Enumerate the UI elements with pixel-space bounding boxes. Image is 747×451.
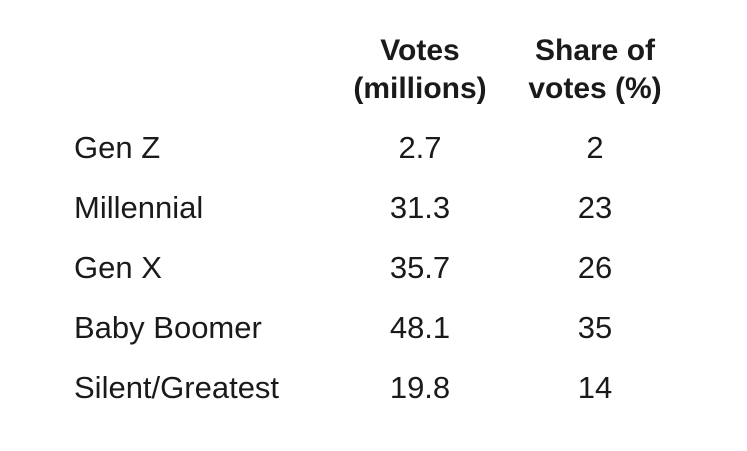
table-row: Gen X 35.7 26 [0,248,747,288]
column-header-votes-line2: (millions) [353,72,487,105]
column-header-share: Share of votes (%) [505,32,685,108]
row-label: Millennial [74,190,204,225]
votes-value: 35.7 [389,250,451,285]
share-value: 35 [577,310,613,345]
table-row: Baby Boomer 48.1 35 [0,308,747,348]
column-header-share-line2: votes (%) [528,72,662,105]
table-row: Silent/Greatest 19.8 14 [0,368,747,408]
votes-value: 31.3 [389,190,451,225]
column-header-votes-line1: Votes [380,34,460,67]
row-label: Gen X [74,250,162,285]
column-header-votes: Votes (millions) [330,32,510,108]
table-row: Millennial 31.3 23 [0,188,747,228]
table-row: Gen Z 2.7 2 [0,128,747,168]
share-value: 2 [586,130,604,165]
share-value: 23 [577,190,613,225]
votes-value: 19.8 [389,370,451,405]
share-value: 14 [577,370,613,405]
column-header-share-line1: Share of [534,34,656,67]
row-label: Baby Boomer [74,310,262,345]
votes-value: 2.7 [398,130,442,165]
share-value: 26 [577,250,613,285]
row-label: Gen Z [74,130,161,165]
votes-value: 48.1 [389,310,451,345]
row-label: Silent/Greatest [74,370,280,405]
